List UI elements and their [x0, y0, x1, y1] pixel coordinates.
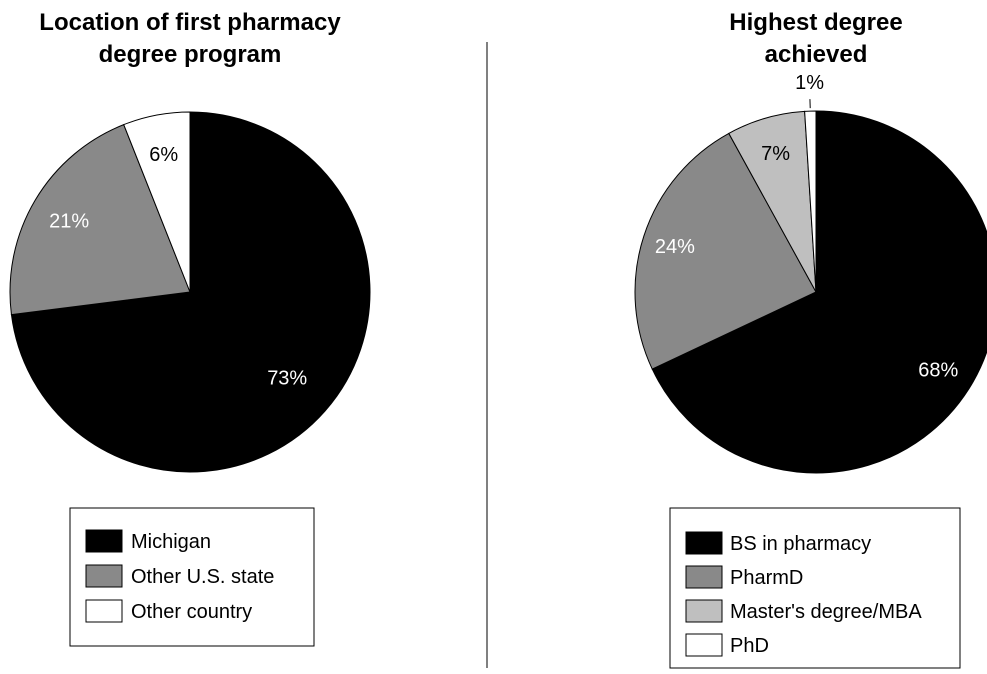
- data-label-other-u-s-state: 21%: [49, 211, 89, 233]
- chart-title-line-2: achieved: [765, 41, 868, 68]
- chart-location: Location of first pharmacy degree progra…: [9, 9, 371, 647]
- data-label-other-country: 6%: [149, 144, 178, 166]
- legend-swatch-pharmd: [685, 565, 723, 589]
- legend-label-pharmd: PharmD: [730, 567, 803, 589]
- legend-item: Other country: [85, 599, 252, 623]
- pie-location: 73% 21% 6%: [9, 111, 371, 473]
- legend-label-phd: PhD: [730, 635, 769, 657]
- legend-item: Other U.S. state: [85, 564, 274, 588]
- pie-highest-degree: 68% 24% 7% 1%: [634, 72, 987, 474]
- legend-swatch-phd: [685, 633, 723, 657]
- legend-label-michigan: Michigan: [131, 531, 211, 553]
- legend-item: PharmD: [685, 565, 803, 589]
- legend-label-masters-mba: Master's degree/MBA: [730, 601, 922, 623]
- legend-label-bs-in-pharmacy: BS in pharmacy: [730, 533, 871, 555]
- pie-slice-bs-in-pharmacy: [651, 110, 987, 474]
- legend-swatch-masters-mba: [685, 599, 723, 623]
- chart-title-line-1: Highest degree: [729, 9, 902, 36]
- legend-item: Michigan: [85, 529, 211, 553]
- chart-highest-degree: Highest degree achieved 68% 24% 7% 1% BS in…: [634, 9, 987, 669]
- legend-swatch-michigan: [85, 529, 123, 553]
- legend-label-other-us-state: Other U.S. state: [131, 566, 274, 588]
- chart-title-line-2: degree program: [99, 41, 282, 68]
- legend-item: Master's degree/MBA: [685, 599, 922, 623]
- pie-slice-other-country: [123, 111, 191, 293]
- legend-swatch-other-us-state: [85, 564, 123, 588]
- chart-title-line-1: Location of first pharmacy: [39, 9, 341, 36]
- legend-location: Michigan Other U.S. state Other country: [69, 507, 315, 647]
- data-label-bs-in-pharmacy: 68%: [918, 360, 958, 382]
- data-label-phd: 1%: [795, 72, 824, 94]
- legend-label-other-country: Other country: [131, 601, 252, 623]
- legend-item: BS in pharmacy: [685, 531, 871, 555]
- data-label-michigan: 73%: [267, 368, 307, 390]
- data-label-master-s-degree-mba: 7%: [761, 143, 790, 165]
- legend-item: PhD: [685, 633, 769, 657]
- pie-slice-other-u-s-state: [9, 123, 191, 316]
- legend-swatch-bs-in-pharmacy: [685, 531, 723, 555]
- data-label-pharmd: 24%: [655, 236, 695, 258]
- legend-swatch-other-country: [85, 599, 123, 623]
- pie-slice-pharmd: [634, 132, 817, 370]
- pie-slice-michigan: [10, 111, 371, 473]
- pie-slice-phd: [804, 110, 817, 293]
- legend-highest-degree: BS in pharmacy PharmD Master's degree/MB…: [669, 507, 961, 669]
